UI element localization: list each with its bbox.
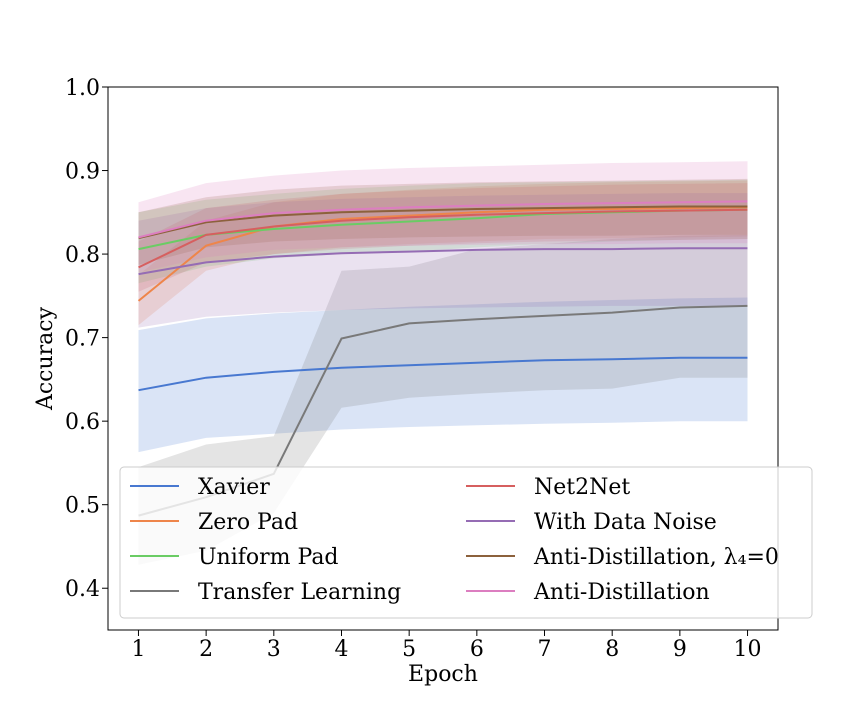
x-tick-label: 2 [199, 637, 213, 662]
band-anti-distillation-0 [138, 178, 748, 265]
series-lines [137, 200, 748, 517]
y-axis-label: Accuracy [33, 306, 58, 411]
legend-label: With Data Noise [534, 510, 717, 535]
legend-label: Xavier [198, 475, 270, 500]
x-axis-ticks: 1 2 3 4 5 6 7 8 9 10 [131, 630, 762, 662]
y-axis-ticks: 0.4 0.5 0.6 0.7 0.8 0.9 1.0 [65, 76, 108, 602]
line-xavier [138, 356, 748, 392]
x-tick-label: 6 [470, 637, 484, 662]
y-tick-label: 0.5 [65, 494, 100, 519]
legend-label: Anti-Distillation [533, 580, 710, 605]
y-tick-label: 0.9 [65, 160, 100, 185]
plot-frame [107, 86, 779, 631]
x-tick-label: 5 [402, 637, 416, 662]
y-tick-label: 1.0 [65, 76, 100, 101]
x-tick-label: 3 [267, 637, 281, 662]
y-tick-label: 0.8 [65, 243, 100, 268]
legend-label: Anti-Distillation, λ₄=0 [533, 545, 779, 570]
legend-label: Transfer Learning [198, 580, 401, 605]
y-tick-label: 0.7 [65, 327, 100, 352]
x-tick-label: 1 [131, 637, 145, 662]
x-tick-label: 7 [538, 637, 552, 662]
band-uniform-pad [138, 179, 748, 284]
x-tick-label: 8 [605, 637, 619, 662]
line-with-data-noise [138, 247, 748, 276]
x-axis-label: Epoch [408, 662, 478, 687]
legend: Xavier Zero Pad Uniform Pad Transfer Learni… [119, 466, 813, 619]
line-anti-distillation [138, 200, 748, 239]
legend-box [119, 466, 813, 619]
x-tick-label: 10 [734, 637, 762, 662]
line-zero-pad [137, 206, 748, 302]
legend-label: Net2Net [534, 475, 630, 500]
line-anti-distillation-0 [138, 205, 748, 240]
band-xavier [138, 297, 748, 453]
x-tick-label: 4 [334, 637, 348, 662]
y-tick-label: 0.6 [65, 410, 100, 435]
band-net2net [138, 183, 748, 292]
legend-label: Uniform Pad [198, 545, 339, 570]
band-zero-pad [138, 180, 748, 326]
x-tick-label: 9 [673, 637, 687, 662]
y-tick-label: 0.4 [65, 577, 100, 602]
line-net2net [138, 208, 748, 269]
legend-label: Zero Pad [198, 510, 298, 535]
band-with-data-noise [138, 193, 748, 328]
